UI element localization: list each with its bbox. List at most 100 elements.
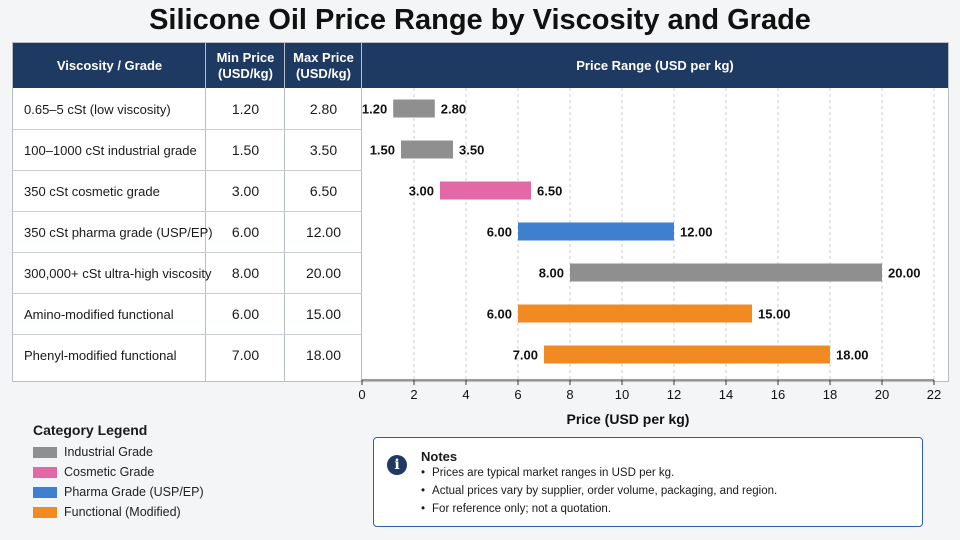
max-data-label: 20.00 — [888, 266, 921, 281]
min-price-cell: 8.00 — [231, 265, 260, 281]
table-row: 300,000+ cSt ultra-high viscosity 8.00 20.… — [13, 253, 362, 294]
range-bar — [544, 345, 830, 364]
max-data-label: 2.80 — [441, 102, 466, 117]
max-price-cell: 6.50 — [309, 183, 338, 199]
table-row: Amino-modified functional 6.00 15.00 — [13, 294, 362, 335]
note-item: Prices are typical market ranges in USD … — [421, 464, 777, 482]
range-bar — [518, 222, 674, 241]
table-row: 100–1000 cSt industrial grade 1.50 3.50 — [13, 130, 362, 171]
grade-label: 0.65–5 cSt (low viscosity) — [24, 102, 171, 117]
x-tick-label: 6 — [514, 387, 521, 402]
legend-swatch — [33, 506, 57, 518]
grade-label: Phenyl-modified functional — [24, 348, 177, 363]
note-item: For reference only; not a quotation. — [421, 500, 777, 518]
max-price-cell: 18.00 — [305, 347, 342, 363]
legend-item-functional: Functional (Modified) — [33, 502, 204, 522]
legend-swatch — [33, 466, 57, 478]
range-bar — [518, 304, 752, 323]
range-bar — [440, 181, 531, 200]
legend-label: Industrial Grade — [64, 445, 153, 459]
grade-label: Amino-modified functional — [24, 307, 174, 322]
notes-list: Prices are typical market ranges in USD … — [421, 464, 777, 518]
x-tick-label: 22 — [927, 387, 941, 402]
max-price-cell: 15.00 — [305, 306, 342, 322]
max-price-cell: 2.80 — [309, 101, 338, 117]
max-price-cell: 3.50 — [309, 142, 338, 158]
min-price-cell: 1.20 — [231, 101, 260, 117]
max-data-label: 6.50 — [537, 184, 562, 199]
x-tick-label: 10 — [615, 387, 629, 402]
range-bar — [393, 99, 435, 118]
legend-title: Category Legend — [33, 422, 148, 438]
legend-swatch — [33, 446, 57, 458]
min-data-label: 7.00 — [513, 348, 538, 363]
min-price-cell: 6.00 — [231, 306, 260, 322]
legend-label: Functional (Modified) — [64, 505, 181, 519]
header-price-range: Price Range (USD per kg) — [576, 57, 734, 73]
category-legend: Category Legend Industrial Grade Cosmeti… — [33, 422, 204, 522]
x-tick-label: 12 — [667, 387, 681, 402]
x-tick-label: 8 — [566, 387, 573, 402]
x-axis-label: Price (USD per kg) — [567, 411, 690, 427]
column-divider — [284, 43, 285, 381]
x-tick-label: 14 — [719, 387, 733, 402]
min-price-cell: 6.00 — [231, 224, 260, 240]
min-price-cell: 7.00 — [231, 347, 260, 363]
column-divider — [205, 43, 206, 381]
row-divider — [13, 334, 362, 335]
legend-item-cosmetic: Cosmetic Grade — [33, 462, 204, 482]
min-data-label: 1.50 — [370, 143, 395, 158]
note-item: Actual prices vary by supplier, order vo… — [421, 482, 777, 500]
table-row: 350 cSt cosmetic grade 3.00 6.50 — [13, 171, 362, 212]
x-tick-label: 4 — [462, 387, 469, 402]
grade-label: 300,000+ cSt ultra-high viscosity — [24, 266, 212, 281]
row-divider — [13, 211, 362, 212]
min-data-label: 1.20 — [362, 102, 387, 117]
header-grade: Viscosity / Grade — [56, 57, 163, 73]
grade-label: 350 cSt cosmetic grade — [24, 184, 160, 199]
price-table-panel: Viscosity / Grade Min Price (USD/kg) Max… — [12, 42, 949, 382]
range-bar — [570, 263, 882, 282]
legend-item-pharma: Pharma Grade (USP/EP) — [33, 482, 204, 502]
info-icon: i — [387, 455, 407, 475]
legend-swatch — [33, 486, 57, 498]
table-row: 0.65–5 cSt (low viscosity) 1.20 2.80 — [13, 89, 362, 130]
min-data-label: 6.00 — [487, 225, 512, 240]
row-divider — [13, 252, 362, 253]
page-title: Silicone Oil Price Range by Viscosity an… — [149, 4, 811, 36]
min-price-cell: 1.50 — [231, 142, 260, 158]
max-data-label: 18.00 — [836, 348, 869, 363]
header-max-price: Max Price (USD/kg) — [293, 49, 354, 81]
x-tick-label: 2 — [410, 387, 417, 402]
x-tick-label: 16 — [771, 387, 785, 402]
table-header: Viscosity / Grade Min Price (USD/kg) Max… — [13, 43, 948, 88]
min-data-label: 8.00 — [539, 266, 564, 281]
min-data-label: 6.00 — [487, 307, 512, 322]
range-bar — [401, 140, 453, 159]
grade-label: 100–1000 cSt industrial grade — [24, 143, 197, 158]
grade-label: 350 cSt pharma grade (USP/EP) — [24, 225, 213, 240]
x-tick-label: 0 — [358, 387, 365, 402]
table-row: 350 cSt pharma grade (USP/EP) 6.00 12.00 — [13, 212, 362, 253]
header-min-price: Min Price (USD/kg) — [216, 49, 275, 81]
column-divider — [361, 43, 362, 381]
legend-item-industrial: Industrial Grade — [33, 442, 204, 462]
max-price-cell: 20.00 — [305, 265, 342, 281]
notes-title: Notes — [421, 449, 458, 464]
row-divider — [13, 293, 362, 294]
notes-box: i Notes Prices are typical market ranges… — [373, 437, 923, 527]
max-data-label: 3.50 — [459, 143, 484, 158]
max-price-cell: 12.00 — [305, 224, 342, 240]
table-row: Phenyl-modified functional 7.00 18.00 — [13, 335, 362, 376]
row-divider — [13, 129, 362, 130]
min-price-cell: 3.00 — [231, 183, 260, 199]
legend-label: Cosmetic Grade — [64, 465, 155, 479]
min-data-label: 3.00 — [409, 184, 434, 199]
legend-label: Pharma Grade (USP/EP) — [64, 485, 204, 499]
x-tick-label: 20 — [875, 387, 889, 402]
x-tick-label: 18 — [823, 387, 837, 402]
max-data-label: 12.00 — [680, 225, 713, 240]
row-divider — [13, 170, 362, 171]
max-data-label: 15.00 — [758, 307, 791, 322]
